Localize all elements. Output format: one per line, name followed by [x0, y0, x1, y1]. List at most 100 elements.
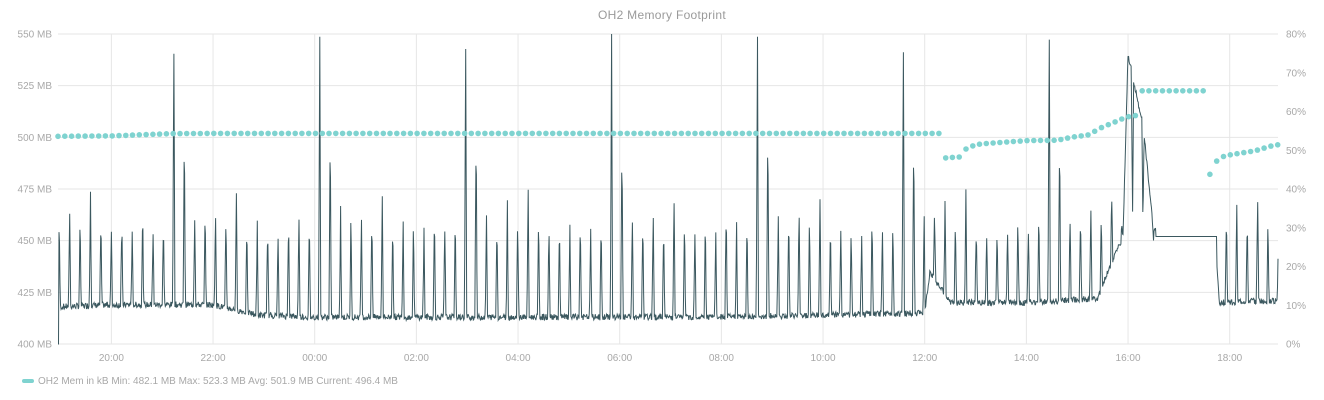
avg-dot	[1064, 135, 1071, 141]
avg-dot	[251, 130, 258, 137]
avg-dot	[89, 133, 95, 139]
avg-dot	[461, 130, 468, 137]
avg-dot	[414, 130, 420, 137]
avg-dot	[1152, 88, 1159, 94]
avg-dot	[1207, 171, 1213, 178]
avg-dot	[637, 130, 644, 137]
avg-dot	[583, 130, 590, 137]
avg-dot	[1078, 133, 1084, 139]
avg-dot	[1200, 88, 1206, 94]
memory-raw-line	[58, 33, 1279, 345]
avg-dot	[570, 130, 576, 137]
x-tick-label: 10:00	[811, 353, 836, 364]
avg-dot	[671, 130, 678, 137]
avg-dot	[136, 132, 143, 138]
avg-dot	[820, 130, 827, 137]
avg-dot	[516, 130, 522, 137]
avg-dot	[746, 130, 752, 137]
avg-dot	[610, 130, 617, 137]
avg-dot	[963, 146, 969, 152]
avg-dot	[1234, 150, 1240, 157]
avg-dot	[353, 130, 359, 137]
avg-dot	[1220, 153, 1227, 160]
avg-dot	[990, 140, 996, 146]
avg-dot	[1017, 138, 1023, 144]
avg-dot	[238, 130, 244, 137]
avg-dot	[1125, 113, 1132, 120]
avg-dot	[123, 132, 129, 139]
avg-dot	[326, 130, 332, 137]
avg-dot	[475, 130, 481, 137]
avg-dot	[150, 131, 156, 138]
avg-dot	[902, 130, 908, 137]
avg-dot	[841, 130, 847, 137]
avg-dot	[631, 130, 637, 137]
y-left-tick-label: 500 MB	[18, 133, 53, 144]
x-tick-label: 06:00	[607, 353, 632, 364]
avg-dot	[231, 130, 237, 137]
avg-dot	[312, 130, 319, 137]
avg-dot	[868, 130, 874, 137]
avg-dot	[68, 133, 75, 139]
avg-dot	[915, 130, 922, 137]
avg-dot	[1193, 88, 1200, 94]
avg-dot	[726, 130, 732, 137]
avg-dot	[1254, 147, 1261, 153]
avg-dot	[1003, 139, 1010, 145]
avg-dot	[1159, 88, 1166, 94]
avg-dot	[1037, 137, 1044, 144]
avg-dot	[970, 143, 976, 149]
avg-dot	[502, 130, 509, 137]
avg-dot	[678, 130, 685, 137]
y-right-tick-label: 50%	[1286, 146, 1306, 157]
avg-dot	[292, 130, 299, 137]
avg-dot	[936, 130, 942, 137]
legend[interactable]: OH2 Mem in kB Min: 482.1 MB Max: 523.3 M…	[22, 374, 398, 388]
avg-dot	[177, 130, 183, 137]
avg-dot	[102, 133, 109, 139]
avg-dot	[441, 130, 448, 137]
avg-dot	[421, 130, 427, 137]
avg-dot	[265, 130, 271, 137]
x-tick-label: 14:00	[1014, 353, 1039, 364]
avg-dot	[1180, 88, 1186, 94]
avg-dot	[400, 130, 407, 137]
avg-dot	[577, 130, 583, 137]
y-left-tick-label: 425 MB	[18, 288, 53, 299]
avg-dot	[156, 131, 163, 137]
avg-dot	[590, 130, 597, 137]
avg-dot	[1105, 121, 1112, 128]
y-right-tick-label: 10%	[1286, 301, 1306, 312]
x-tick-label: 02:00	[404, 353, 429, 364]
avg-dot	[170, 130, 176, 137]
avg-dot	[644, 130, 651, 137]
y-axis-left: 400 MB 425 MB 450 MB 475 MB 500 MB 525 MB 550 …	[18, 30, 53, 351]
avg-dot	[1241, 149, 1247, 156]
avg-dot	[956, 154, 962, 160]
y-right-tick-label: 30%	[1286, 223, 1306, 234]
avg-dot	[62, 133, 68, 139]
avg-dot	[942, 155, 949, 161]
x-tick-label: 20:00	[99, 353, 124, 364]
avg-dot	[922, 130, 929, 137]
avg-dot	[339, 130, 346, 137]
avg-dot	[407, 130, 414, 137]
avg-dot	[759, 130, 766, 137]
avg-dot	[1010, 138, 1017, 145]
y-right-tick-label: 20%	[1286, 262, 1306, 273]
avg-dot	[617, 130, 624, 137]
avg-dot	[204, 130, 210, 137]
x-tick-label: 22:00	[201, 353, 226, 364]
avg-dot	[258, 130, 265, 137]
avg-dot	[814, 130, 820, 137]
memory-avg-dots	[55, 88, 1281, 178]
avg-dot	[1247, 148, 1254, 155]
avg-dot	[82, 133, 88, 139]
avg-dot	[780, 130, 786, 137]
avg-dot	[854, 130, 861, 137]
avg-dot	[719, 130, 725, 137]
avg-dot	[1098, 124, 1105, 131]
avg-dot	[1071, 134, 1078, 140]
avg-dot	[427, 130, 434, 137]
avg-dot	[455, 130, 461, 137]
